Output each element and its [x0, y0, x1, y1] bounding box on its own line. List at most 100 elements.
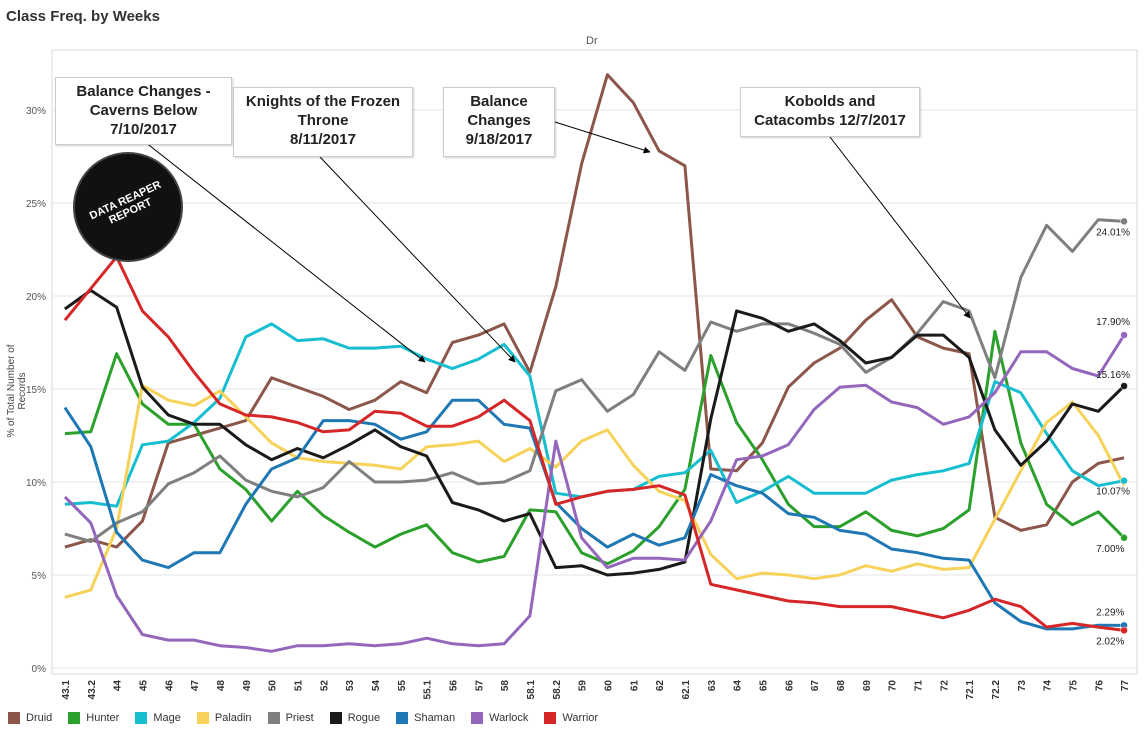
- legend-swatch: [471, 712, 484, 724]
- annotation-kobolds: Kobolds and Catacombs 12/7/2017: [740, 87, 920, 137]
- x-tick-label: 67: [810, 680, 821, 692]
- x-tick-label: 63: [707, 680, 718, 692]
- annotation-line: Catacombs 12/7/2017: [754, 112, 906, 129]
- legend-item-priest: Priest: [267, 712, 314, 724]
- y-tick-label: 5%: [32, 571, 47, 582]
- annotation-line: 9/18/2017: [465, 131, 533, 148]
- end-label-rogue: 15.16%: [1096, 370, 1130, 381]
- x-tick-label: 71: [913, 680, 924, 692]
- series-line-warlock: [63, 334, 1126, 653]
- chart-title: Class Freq. by Weeks: [6, 8, 160, 25]
- end-label-warlock: 17.90%: [1096, 317, 1130, 328]
- x-tick-label: 52: [319, 680, 330, 692]
- column-header: Dr: [586, 35, 598, 47]
- annotation-arrow: [554, 121, 651, 154]
- legend-label: Druid: [26, 712, 53, 724]
- series-line-rogue: [64, 288, 1126, 577]
- x-tick-label: 48: [216, 680, 227, 692]
- y-tick-label: 30%: [26, 106, 46, 117]
- x-tick-label: 43.1: [61, 680, 72, 700]
- x-tick-label: 66: [784, 680, 795, 692]
- x-tick-label: 55.1: [423, 680, 434, 700]
- legend-label: Mage: [153, 712, 181, 724]
- annotation-balance-changes: Balance Changes 9/18/2017: [443, 87, 555, 157]
- end-marker-hunter: [1120, 534, 1128, 542]
- annotation-line: 8/11/2017: [290, 131, 356, 148]
- annotation-line: Kobolds and: [784, 93, 876, 110]
- legend-item-warlock: Warlock: [471, 712, 528, 724]
- end-label-shaman: 2.29%: [1096, 607, 1124, 618]
- x-tick-label: 60: [603, 680, 614, 692]
- x-tick-label: 72: [939, 680, 950, 692]
- series-line-hunter: [64, 329, 1126, 566]
- x-tick-label: 43.2: [87, 680, 98, 700]
- annotation-frozen-throne: Knights of the Frozen Throne 8/11/2017: [233, 87, 413, 157]
- legend-label: Hunter: [86, 712, 120, 724]
- legend-label: Paladin: [214, 712, 252, 724]
- x-tick-label: 69: [862, 680, 873, 692]
- y-tick-label: 25%: [26, 199, 46, 210]
- legend-item-hunter: Hunter: [68, 712, 119, 724]
- annotation-line: 7/10/2017: [110, 121, 177, 138]
- series-line-shaman: [63, 398, 1125, 631]
- legend-label: Priest: [285, 712, 314, 724]
- x-tick-label: 77: [1120, 680, 1131, 692]
- end-marker-rogue: [1120, 382, 1128, 390]
- end-label-mage: 10.07%: [1096, 487, 1130, 498]
- legend-item-shaman: Shaman: [396, 712, 455, 724]
- x-tick-label: 64: [733, 680, 744, 692]
- end-label-warrior: 2.02%: [1096, 636, 1124, 647]
- x-tick-label: 65: [758, 680, 769, 692]
- x-tick-label: 61: [629, 680, 640, 692]
- x-tick-label: 46: [164, 680, 175, 692]
- x-tick-label: 70: [888, 680, 899, 692]
- legend-label: Warrior: [562, 712, 599, 724]
- x-tick-label: 56: [448, 680, 459, 692]
- legend-item-warrior: Warrior: [544, 712, 598, 724]
- x-tick-label: 76: [1094, 680, 1105, 692]
- annotation-arrow: [319, 156, 516, 363]
- x-tick-label: 75: [1068, 680, 1079, 692]
- annotation-line: Throne: [297, 112, 349, 129]
- x-tick-label: 55: [397, 680, 408, 692]
- series-line-priest: [64, 218, 1125, 543]
- end-label-priest: 24.01%: [1096, 227, 1130, 238]
- legend: Druid Hunter Mage Paladin Priest Rogue Shaman W…: [8, 712, 614, 724]
- legend-swatch: [68, 712, 81, 724]
- x-tick-label: 45: [138, 680, 149, 692]
- legend-swatch: [544, 712, 557, 724]
- end-marker-warlock: [1120, 331, 1128, 339]
- plot-area: [51, 49, 1138, 675]
- end-marker-mage: [1120, 476, 1128, 485]
- x-tick-label: 62.1: [681, 680, 692, 700]
- y-tick-label: 20%: [26, 292, 46, 303]
- annotation-line: Balance: [470, 93, 528, 110]
- legend-item-druid: Druid: [8, 712, 52, 724]
- end-marker-priest: [1120, 217, 1128, 226]
- x-tick-label: 72.2: [991, 680, 1002, 700]
- legend-label: Warlock: [489, 712, 529, 724]
- x-tick-label: 54: [371, 680, 382, 692]
- x-tick-label: 58.1: [526, 680, 537, 700]
- x-tick-label: 58: [500, 680, 511, 692]
- legend-swatch: [267, 712, 280, 724]
- end-marker-warrior: [1120, 626, 1128, 635]
- x-tick-label: 68: [836, 680, 847, 692]
- legend-swatch: [396, 712, 409, 724]
- x-tick-label: 72.1: [965, 680, 976, 700]
- data-reaper-logo: DATA REAPER REPORT: [73, 152, 183, 262]
- legend-item-rogue: Rogue: [329, 712, 380, 724]
- x-tick-label: 49: [242, 680, 253, 692]
- x-tick-label: 53: [345, 680, 356, 692]
- annotation-balance-caverns: Balance Changes - Caverns Below 7/10/2017: [55, 77, 232, 145]
- y-tick-label: 10%: [26, 478, 46, 489]
- legend-item-paladin: Paladin: [196, 712, 252, 724]
- x-tick-label: 50: [268, 680, 279, 692]
- annotation-line: Knights of the Frozen: [245, 93, 401, 110]
- x-tick-label: 44: [113, 680, 124, 692]
- legend-swatch: [196, 712, 209, 724]
- annotation-arrow: [829, 136, 971, 319]
- end-label-hunter: 7.00%: [1096, 544, 1124, 555]
- legend-swatch: [135, 712, 148, 724]
- x-tick-label: 73: [1017, 680, 1028, 692]
